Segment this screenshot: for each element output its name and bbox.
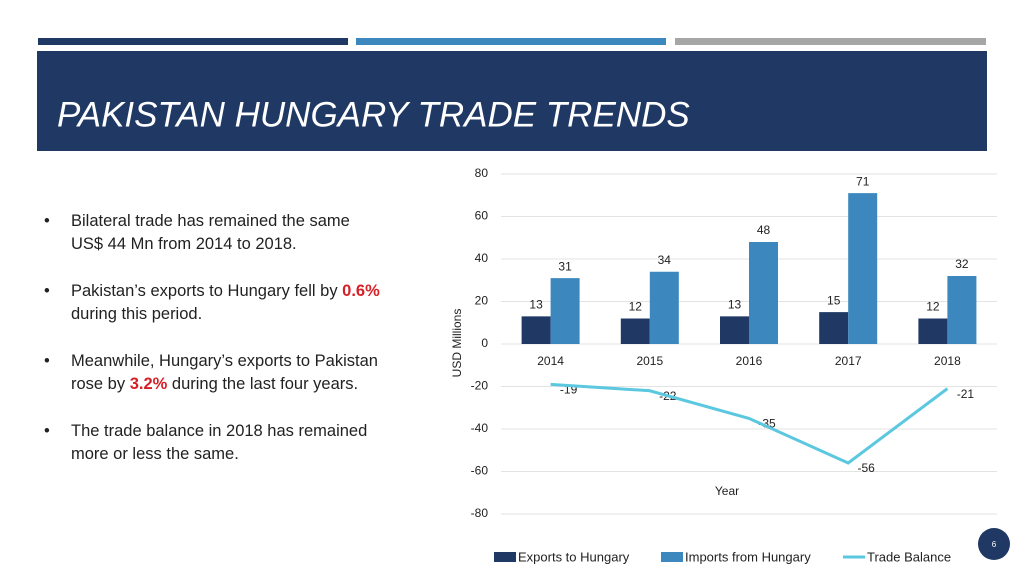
bullet: Meanwhile, Hungary’s exports to Pakistan… [44, 350, 384, 396]
data-label: 13 [529, 298, 543, 312]
y-tick-label: -80 [471, 506, 489, 520]
data-label: 48 [757, 223, 771, 237]
bar [550, 278, 580, 344]
bar [947, 276, 977, 344]
bullet-text: Bilateral trade has remained the same US… [71, 212, 350, 253]
bar [649, 271, 679, 344]
data-label: 15 [827, 293, 841, 307]
top-strip [38, 38, 348, 45]
bar [749, 242, 778, 344]
y-tick-label: 60 [475, 209, 489, 223]
bar [918, 318, 948, 344]
bullet-list: Bilateral trade has remained the same US… [44, 210, 384, 490]
slide-title: PAKISTAN HUNGARY TRADE TRENDS [57, 95, 690, 134]
x-tick-label: 2017 [835, 354, 862, 368]
data-label: 32 [955, 257, 969, 271]
legend-swatch [661, 552, 683, 562]
bar [521, 316, 551, 344]
data-label: 31 [558, 259, 572, 273]
bullet-highlight: 3.2% [129, 375, 168, 393]
data-label: 12 [629, 300, 643, 314]
bullet-text: during this period. [71, 305, 203, 323]
x-tick-label: 2015 [636, 354, 663, 368]
x-tick-label: 2016 [736, 354, 763, 368]
y-tick-label: 0 [481, 336, 488, 350]
y-tick-label: 80 [475, 166, 489, 180]
page-badge [978, 528, 1010, 560]
legend-label: Trade Balance [867, 549, 951, 564]
x-axis-title: Year [715, 484, 739, 498]
page-number: 6 [992, 540, 997, 549]
bullet: Pakistan’s exports to Hungary fell by 0.… [44, 280, 384, 326]
data-label: 71 [856, 174, 870, 188]
bar [819, 312, 849, 344]
top-strip [675, 38, 986, 45]
y-tick-label: 40 [475, 251, 489, 265]
bar [720, 316, 749, 344]
bullet: Bilateral trade has remained the same US… [44, 210, 384, 256]
data-label: 12 [926, 300, 940, 314]
bullet-highlight: 0.6% [342, 282, 380, 300]
y-tick-label: 20 [475, 294, 489, 308]
legend-swatch [494, 552, 516, 562]
bullet-text: The trade balance in 2018 has remained m… [71, 422, 368, 463]
y-tick-label: -20 [471, 379, 489, 393]
data-label: 34 [658, 253, 672, 267]
y-tick-label: -40 [471, 421, 489, 435]
bullet-text: during the last four years. [167, 375, 359, 393]
trend-line [550, 382, 949, 465]
data-label: -56 [858, 461, 876, 475]
title-banner [37, 51, 987, 151]
y-axis-title: USD Millions [450, 309, 464, 378]
bullet-text: Meanwhile, Hungary’s exports to Pakistan… [71, 352, 378, 393]
bullet: The trade balance in 2018 has remained m… [44, 420, 384, 466]
top-strip [356, 38, 666, 45]
bullet-text: Pakistan’s exports to Hungary fell by [71, 282, 343, 300]
bar [848, 193, 878, 344]
legend-label: Exports to Hungary [518, 549, 630, 564]
bar [620, 318, 650, 344]
data-label: -21 [957, 387, 975, 401]
legend-label: Imports from Hungary [685, 549, 811, 564]
x-tick-label: 2014 [537, 354, 564, 368]
y-tick-label: -60 [471, 464, 489, 478]
x-tick-label: 2018 [934, 354, 961, 368]
data-label: 13 [728, 298, 742, 312]
